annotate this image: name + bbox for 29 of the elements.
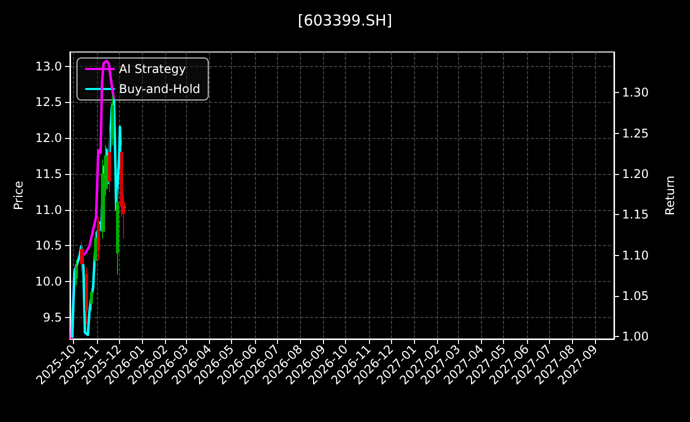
y2-axis-title: Return — [663, 176, 677, 216]
legend-label: AI Strategy — [119, 62, 186, 76]
y2-tick-label: 1.05 — [622, 288, 649, 303]
y2-tick-label: 1.20 — [622, 166, 649, 181]
candlestick — [90, 288, 93, 311]
candlestick — [80, 242, 84, 272]
y-tick-label: 13.0 — [35, 59, 62, 74]
candlestick — [111, 94, 114, 146]
y-tick-label: 10.5 — [35, 238, 62, 253]
candlestick — [97, 216, 100, 261]
y-tick-label: 9.5 — [42, 310, 62, 324]
y-tick-label: 11.0 — [35, 202, 62, 217]
candlestick — [75, 260, 78, 286]
y-tick-label: 10.0 — [35, 274, 62, 289]
candlestick — [85, 266, 88, 326]
y-tick-label: 12.0 — [35, 131, 62, 146]
candlestick — [94, 230, 97, 268]
candlestick — [116, 188, 119, 275]
chart-title: [603399.SH] — [298, 12, 392, 30]
y2-tick-label: 1.00 — [622, 330, 649, 344]
y-tick-label: 11.5 — [35, 166, 62, 181]
y-axis-title: Price — [11, 180, 26, 210]
y2-tick-label: 1.30 — [622, 86, 649, 100]
y2-tick-label: 1.25 — [622, 126, 649, 140]
candlestick — [108, 130, 111, 192]
legend-label: Buy-and-Hold — [119, 82, 200, 96]
y2-tick-label: 1.10 — [622, 248, 649, 262]
y-tick-label: 12.5 — [35, 95, 62, 110]
y2-tick-label: 1.15 — [622, 208, 649, 222]
